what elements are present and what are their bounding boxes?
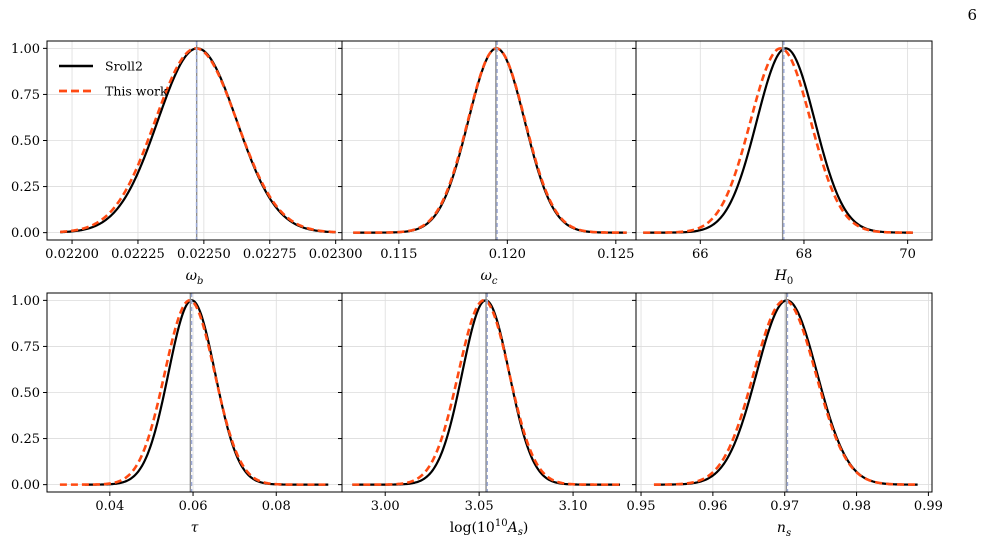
curve-this-work: [59, 299, 329, 486]
panel-omega_c: 0.115 0.120 0.125 ωc: [338, 40, 637, 287]
x-tick-label: 0.08: [262, 499, 291, 514]
panel-omega_b: 0.02200 0.02225 0.02250 0.02275 0.02300 0.00 0…: [11, 40, 363, 287]
x-tick-label: 66: [692, 247, 709, 262]
x-tick-label: 0.02275: [243, 247, 297, 262]
x-tick-label: 0.125: [597, 247, 634, 262]
x-axis-label: ns: [777, 520, 791, 539]
x-axis-label: τ: [191, 520, 199, 536]
curve-this-work: [643, 47, 913, 234]
x-axis-label: ωb: [186, 268, 204, 287]
y-tick-label: 0.00: [11, 478, 40, 493]
panel-H0: 66 68 70 H0: [632, 40, 933, 287]
legend: Sroll2 This work: [59, 59, 168, 99]
panel-ns: 0.95 0.96 0.97 0.98 0.99 ns: [627, 292, 943, 539]
x-tick-label: 0.98: [842, 499, 871, 514]
legend-label-this-work: This work: [105, 84, 168, 99]
x-tick-label: 0.97: [770, 499, 799, 514]
y-tick-label: 0.25: [11, 432, 40, 447]
y-tick-label: 0.75: [11, 340, 40, 355]
y-tick-label: 0.25: [11, 180, 40, 195]
curve-this-work: [653, 299, 918, 486]
x-tick-label: 0.04: [95, 499, 124, 514]
x-tick-label: 3.05: [465, 499, 494, 514]
x-tick-label: 3.00: [371, 499, 400, 514]
x-axis-label: H0: [774, 268, 794, 287]
x-axis-label: log(1010As): [450, 518, 529, 538]
curves: [643, 47, 913, 234]
panel-logAs: 3.00 3.05 3.10 log(1010As): [338, 292, 637, 538]
x-tick-label: 0.02200: [45, 247, 99, 262]
y-tick-label: 1.00: [11, 294, 40, 309]
x-tick-label: 0.06: [179, 499, 208, 514]
panel-tau: 0.04 0.06 0.08 0.00 0.25 0.50 0.75 1.00 τ: [11, 292, 343, 536]
x-tick-label: 0.99: [914, 499, 943, 514]
x-tick-label: 68: [796, 247, 813, 262]
y-tick-label: 1.00: [11, 42, 40, 57]
y-tick-label: 0.75: [11, 88, 40, 103]
y-tick-label: 0.50: [11, 386, 40, 401]
x-tick-label: 0.02300: [309, 247, 363, 262]
x-tick-label: 70: [899, 247, 916, 262]
y-tick-label: 0.00: [11, 226, 40, 241]
legend-label-sroll2: Sroll2: [105, 59, 143, 74]
x-axis-label: ωc: [480, 268, 497, 287]
x-tick-label: 0.120: [489, 247, 526, 262]
curves: [353, 47, 627, 234]
page-number: 6: [967, 6, 977, 24]
curve-this-work: [60, 47, 336, 234]
x-tick-label: 3.10: [559, 499, 588, 514]
x-tick-label: 0.02225: [111, 247, 165, 262]
curve-this-work: [353, 47, 627, 234]
x-tick-label: 0.95: [627, 499, 656, 514]
curves: [59, 299, 329, 486]
y-tick-label: 0.50: [11, 134, 40, 149]
x-tick-label: 0.115: [380, 247, 417, 262]
x-tick-label: 0.96: [698, 499, 727, 514]
curves: [60, 47, 336, 234]
curve-this-work: [352, 299, 621, 486]
x-tick-label: 0.02250: [177, 247, 231, 262]
